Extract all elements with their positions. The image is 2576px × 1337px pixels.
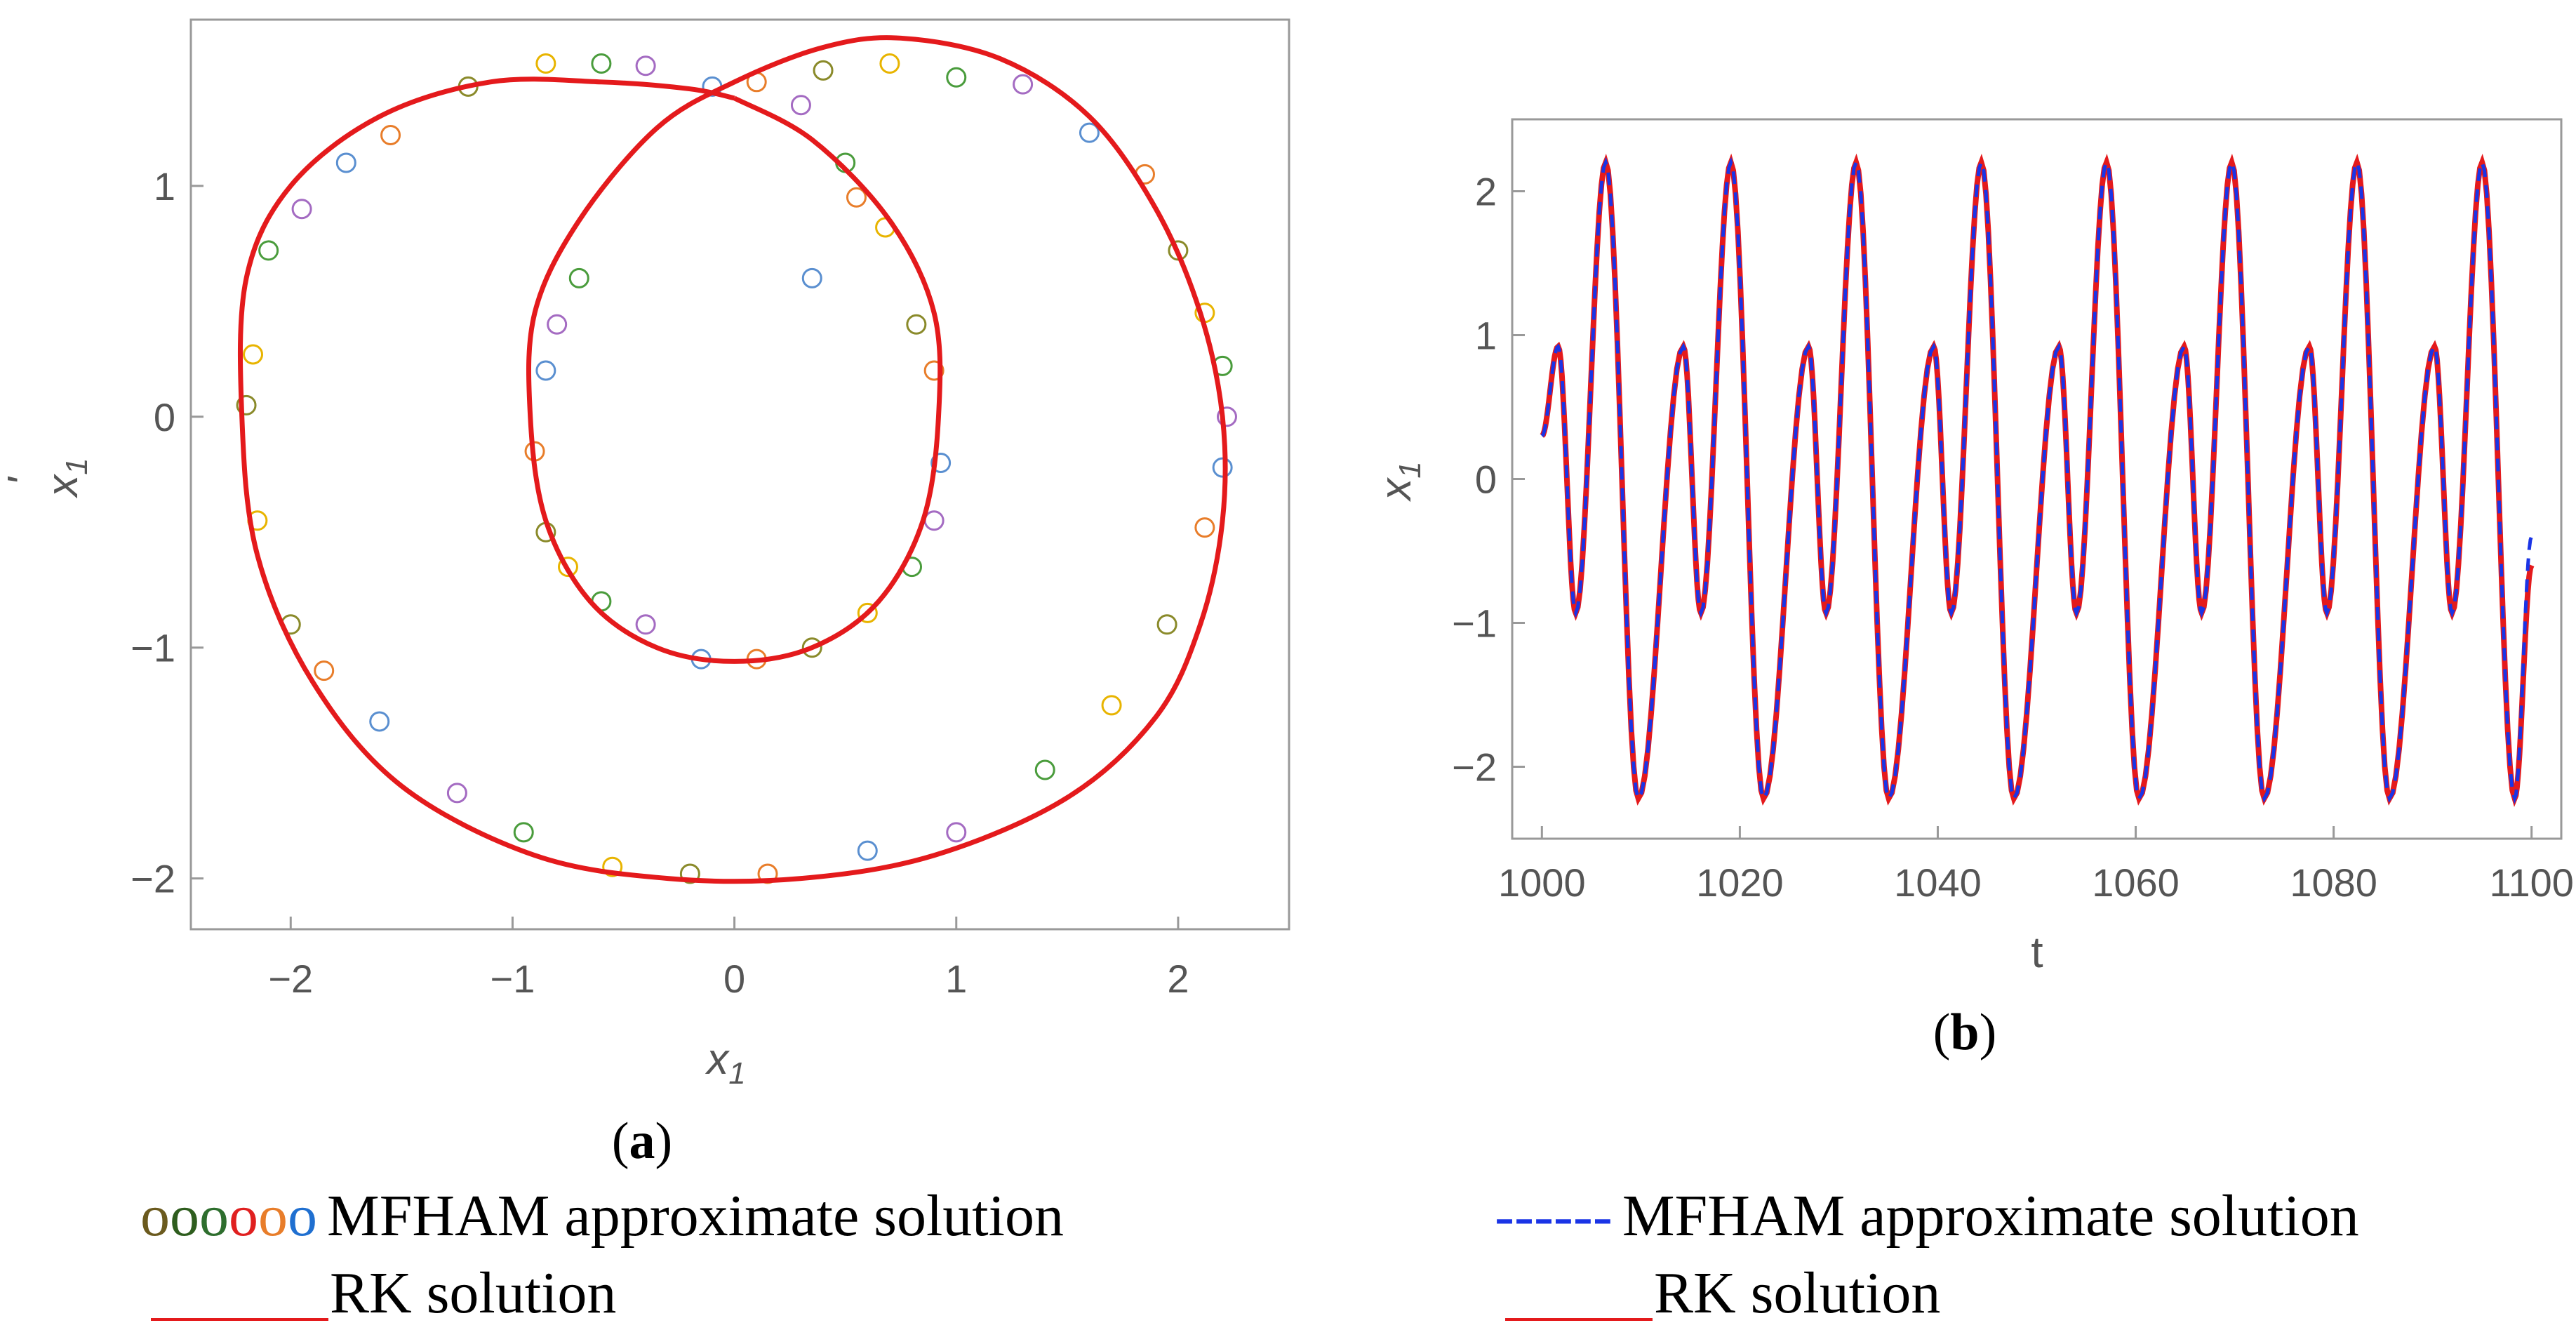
panel-a-label: (a) [612,1112,672,1170]
legend-marker-glyph: o [170,1183,199,1249]
panel-a-marker [1079,122,1100,143]
panel-a-marker [635,55,656,77]
panel-a-ytick-label: −2 [131,857,175,901]
panel-a-marker [1013,74,1034,95]
panel-b-ylabel: x1 [1372,461,1427,502]
panel-a-ylabel: x1' [0,458,94,498]
panel-a-frame [189,18,1290,931]
panel-a-marker [1034,759,1055,780]
panel-b-ytick-label: 2 [1475,170,1497,214]
panel-b-xtick-label: 1000 [1498,860,1586,905]
svg-text:x1: x1 [1372,461,1427,502]
legend-right: ------ MFHAM approximate solution RK solu… [1495,1183,2359,1326]
panel-a-xtick-label: −1 [490,957,535,1001]
panel-a-ytick-label: 1 [154,164,175,208]
svg-text:x1': x1' [0,458,94,498]
legend-marker-glyph: o [229,1183,258,1249]
panel-a-marker [1101,695,1122,716]
panel-a-xtick-label: 1 [945,957,967,1001]
panel-a-xtick-label: 2 [1167,957,1189,1001]
panel-a-ytick-label: −1 [131,626,175,670]
panel-a-xtick-label: −2 [268,957,313,1001]
panel-a-chart: −2 −1 0 1 2 −2 −1 0 1 x1 x1' (a) [0,18,1290,1170]
panel-b-xtick-label: 1100 [2489,860,2573,905]
panel-a-marker [1216,406,1237,427]
legend-left-mfham: oooooo MFHAM approximate solution [140,1183,1064,1249]
legend-left-rk-label: RK solution [330,1260,616,1326]
legend-marker-glyph: o [258,1183,288,1249]
panel-b-label: (b) [1933,1004,1996,1061]
panel-b-chart: 1000 1020 1040 1060 1080 1100 −2 −1 0 1 2 t x1 (b) [1372,118,2574,1061]
panel-a-marker [258,240,279,261]
panel-b-ytick-label: 0 [1475,458,1497,502]
legend-marker-glyph: o [288,1183,317,1249]
panel-a-marker [923,360,945,381]
panel-b-ytick-label: 1 [1475,314,1497,358]
panel-a-marker [547,314,568,335]
panel-a-marker [790,95,811,116]
panel-a-marker [535,53,556,74]
panel-a-marker [369,711,390,732]
panel-a-marker [879,53,900,74]
panel-a-marker [1156,614,1177,635]
panel-a-marker [813,60,834,81]
panel-b-ticks: 1000 1020 1040 1060 1080 1100 −2 −1 0 1 2 [1452,170,2574,905]
panel-a-marker [380,124,401,145]
panel-a-marker [236,394,257,415]
panel-a-marker [857,840,878,861]
panel-a-marker [591,53,612,74]
legend-right-mfham: ------ MFHAM approximate solution [1495,1183,2359,1249]
panel-a-markers [236,53,1237,884]
legend-dash-glyphs: ------ [1495,1183,1613,1249]
panel-a-marker [679,863,700,884]
panel-a-marker [846,187,867,208]
panel-b-xtick-label: 1080 [2290,860,2377,905]
panel-a-ticks: −2 −1 0 1 2 −2 −1 0 1 [131,164,1189,1001]
panel-a-marker [513,822,534,843]
panel-b-xtick-label: 1040 [1894,860,1982,905]
panel-a-marker [1194,517,1215,538]
legend-marker-glyph: o [140,1183,170,1249]
legend-right-rk-label: RK solution [1654,1260,1940,1326]
legend-left: oooooo MFHAM approximate solution RK solu… [140,1183,1064,1326]
panel-b-xlabel: t [2031,929,2043,977]
panel-a-marker [535,360,556,381]
panel-a-marker [291,199,312,220]
panel-a-marker [923,510,945,531]
panel-a-marker [801,637,822,658]
panel-a-marker [314,660,335,681]
panel-a-xlabel: x1 [705,1035,745,1091]
panel-b-xtick-label: 1020 [1696,860,1784,905]
panel-a-marker [857,602,878,623]
panel-a-marker [946,67,967,88]
panel-a-marker [335,152,356,173]
panel-a-marker [602,856,623,877]
panel-a-marker [446,783,467,804]
panel-a-xtick-label: 0 [723,957,745,1001]
panel-a-marker [557,557,578,578]
panel-b-xtick-label: 1060 [2092,860,2180,905]
panel-a-marker [946,822,967,843]
panel-a-marker [801,267,822,288]
panel-a-marker [1212,457,1233,478]
legend-marker-glyphs: oooooo [140,1183,317,1249]
panel-a-marker [930,453,952,474]
panel-a-marker [635,614,656,635]
panel-a-rk-curve [237,35,1228,884]
panel-b-ytick-label: −1 [1452,601,1497,646]
panel-b-rk-line [1540,153,2535,807]
panel-a-ytick-label: 0 [154,395,175,439]
panel-a-marker [243,344,264,365]
panel-a-marker [906,314,927,335]
panel-a-marker [568,267,589,288]
legend-marker-glyph: o [199,1183,229,1249]
panel-b-ytick-label: −2 [1452,745,1497,790]
